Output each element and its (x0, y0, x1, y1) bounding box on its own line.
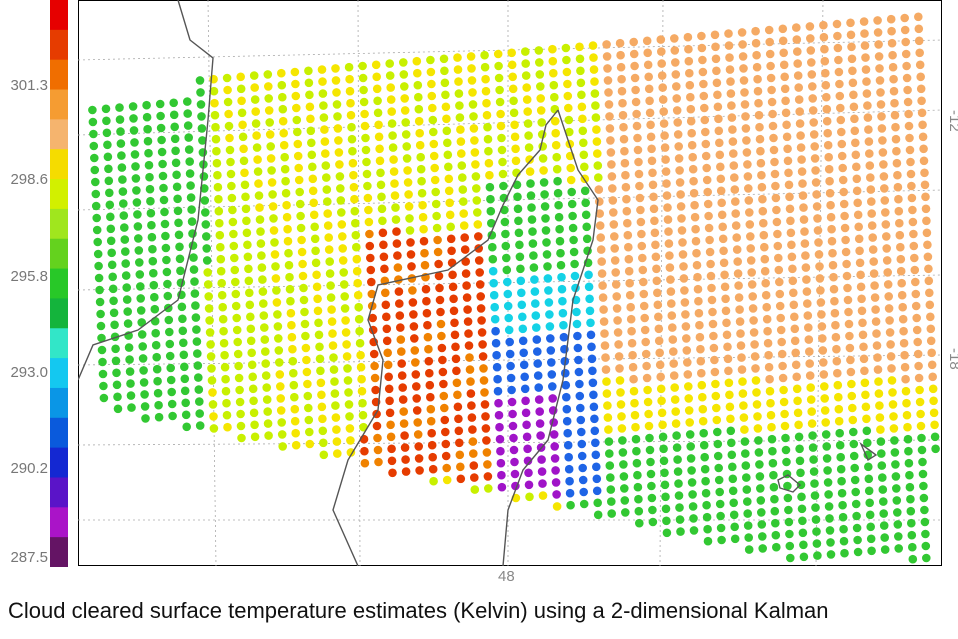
colorbar-segment (50, 29, 68, 61)
colorbar-segment (50, 59, 68, 91)
colorbar-segment (50, 119, 68, 150)
latitude-label-south: -18 (946, 348, 958, 370)
colorbar-tick-label: 293.0 (10, 364, 48, 381)
colorbar-tick-label: 298.6 (10, 171, 48, 188)
longitude-label: 48 (498, 568, 515, 585)
colorbar-segment (50, 417, 68, 449)
temperature-colorbar (50, 0, 68, 567)
colorbar-tick-label: 287.5 (10, 549, 48, 566)
colorbar-segment (50, 149, 68, 180)
colorbar-tick-label: 295.8 (10, 268, 48, 285)
colorbar-segment (50, 537, 68, 567)
colorbar-segment (50, 507, 68, 538)
colorbar-segment (50, 328, 68, 359)
figure-caption: Cloud cleared surface temperature estima… (8, 598, 829, 623)
latitude-label-north: -12 (946, 110, 958, 132)
colorbar-segment (50, 298, 68, 329)
colorbar-segment (50, 358, 68, 389)
colorbar-segment (50, 179, 68, 210)
colorbar-segment (50, 208, 68, 240)
colorbar-segment (50, 268, 68, 299)
colorbar-tick-label: 290.2 (10, 460, 48, 477)
colorbar-segment (50, 89, 68, 120)
colorbar-segment (50, 447, 68, 478)
colorbar-segment (50, 0, 68, 31)
colorbar-segment (50, 238, 68, 270)
colorbar-tick-label: 301.3 (10, 77, 48, 94)
colorbar-segment (50, 387, 68, 419)
temperature-footprints (88, 12, 940, 564)
temperature-map (78, 0, 942, 566)
colorbar-segment (50, 477, 68, 508)
coastline (78, 0, 878, 566)
